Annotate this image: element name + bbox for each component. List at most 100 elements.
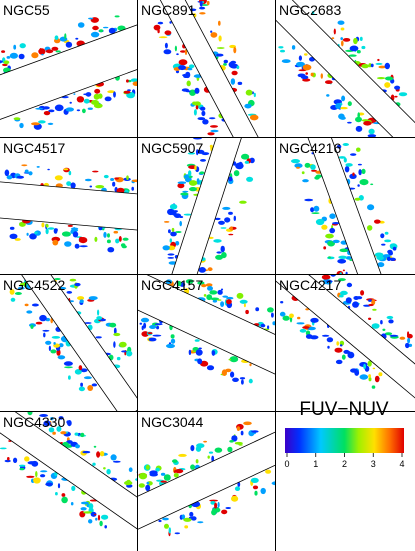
emission-blob bbox=[18, 53, 25, 60]
emission-blob bbox=[30, 324, 34, 329]
emission-blob bbox=[347, 121, 352, 124]
emission-blob bbox=[356, 147, 361, 152]
emission-blob bbox=[19, 221, 26, 227]
emission-blob bbox=[228, 176, 233, 182]
emission-blob bbox=[174, 532, 180, 535]
emission-blob bbox=[291, 159, 300, 164]
emission-blob bbox=[231, 70, 238, 76]
emission-blob bbox=[76, 109, 81, 112]
emission-blob bbox=[327, 345, 330, 349]
emission-blob bbox=[191, 516, 197, 521]
emission-blob bbox=[372, 367, 376, 370]
emission-blob bbox=[93, 445, 97, 448]
emission-blob bbox=[48, 427, 55, 433]
emission-blob bbox=[384, 76, 394, 81]
emission-blob bbox=[279, 317, 282, 322]
emission-blob bbox=[357, 163, 362, 166]
emission-blob bbox=[195, 349, 203, 356]
emission-blob bbox=[405, 342, 410, 349]
emission-blob bbox=[54, 35, 59, 40]
emission-blob bbox=[13, 44, 17, 50]
emission-blob bbox=[350, 153, 357, 156]
emission-blob bbox=[88, 296, 98, 301]
emission-blob bbox=[233, 170, 240, 177]
emission-blob bbox=[372, 308, 377, 311]
emission-blob bbox=[217, 289, 223, 295]
slit bbox=[0, 178, 137, 234]
emission-blob bbox=[187, 67, 193, 71]
emission-blob bbox=[305, 72, 309, 75]
emission-blob bbox=[359, 36, 363, 42]
emission-blob bbox=[63, 168, 69, 171]
emission-blob bbox=[82, 108, 86, 114]
emission-blob bbox=[157, 21, 164, 25]
emission-blob bbox=[84, 322, 92, 324]
emission-blob bbox=[267, 325, 270, 330]
emission-blob bbox=[407, 331, 410, 338]
emission-blob bbox=[368, 128, 375, 135]
emission-blob bbox=[124, 480, 133, 486]
emission-blob bbox=[31, 122, 40, 126]
emission-blob bbox=[76, 96, 85, 103]
emission-blob bbox=[245, 89, 253, 96]
emission-blob bbox=[132, 81, 137, 86]
emission-blob bbox=[110, 454, 117, 461]
emission-blob bbox=[228, 233, 234, 236]
emission-blob bbox=[55, 267, 63, 270]
emission-blob bbox=[70, 502, 74, 506]
emission-blob bbox=[183, 517, 192, 522]
emission-blob bbox=[106, 468, 111, 475]
emission-blob bbox=[311, 10, 315, 16]
emission-blob bbox=[199, 0, 203, 7]
slit bbox=[160, 138, 252, 275]
emission-blob bbox=[352, 301, 359, 308]
emission-blob bbox=[113, 230, 119, 234]
emission-blob bbox=[222, 206, 231, 210]
emission-blob bbox=[43, 111, 51, 116]
emission-blob bbox=[145, 484, 151, 492]
emission-blob bbox=[349, 173, 357, 179]
emission-blob bbox=[160, 472, 166, 476]
emission-blob bbox=[207, 455, 210, 459]
emission-blob bbox=[79, 236, 84, 241]
emission-blob bbox=[61, 231, 71, 237]
emission-blob bbox=[220, 227, 227, 229]
panel-label: NGC891 bbox=[141, 2, 196, 18]
emission-blob bbox=[85, 92, 92, 97]
emission-blob bbox=[164, 42, 168, 49]
emission-blob bbox=[210, 129, 219, 133]
emission-blob bbox=[135, 478, 137, 481]
emission-blob bbox=[177, 181, 187, 184]
emission-blob bbox=[77, 22, 85, 28]
emission-blob bbox=[304, 198, 314, 202]
emission-blob bbox=[361, 45, 366, 50]
emission-blob bbox=[184, 48, 188, 56]
emission-blob bbox=[236, 426, 240, 431]
emission-blob bbox=[367, 134, 377, 137]
emission-blob bbox=[27, 412, 33, 416]
emission-blob bbox=[310, 72, 314, 77]
emission-blob bbox=[96, 316, 103, 320]
emission-blob bbox=[158, 36, 168, 39]
emission-blob bbox=[24, 169, 29, 174]
emission-blob bbox=[210, 125, 218, 128]
emission-blob bbox=[386, 315, 394, 320]
emission-blob bbox=[252, 485, 259, 490]
emission-blob bbox=[178, 453, 187, 457]
emission-blob bbox=[47, 168, 50, 171]
emission-blob bbox=[98, 226, 103, 231]
emission-blob bbox=[80, 501, 90, 505]
emission-blob bbox=[200, 159, 206, 162]
emission-blob bbox=[302, 179, 309, 183]
emission-blob bbox=[173, 210, 178, 213]
emission-blob bbox=[338, 255, 348, 259]
emission-blob bbox=[187, 152, 196, 155]
emission-blob bbox=[106, 239, 111, 244]
emission-blob bbox=[182, 190, 189, 193]
emission-blob bbox=[148, 337, 157, 342]
emission-blob bbox=[233, 215, 236, 221]
emission-blob bbox=[166, 343, 175, 349]
emission-blob bbox=[375, 62, 383, 65]
emission-blob bbox=[97, 514, 101, 521]
